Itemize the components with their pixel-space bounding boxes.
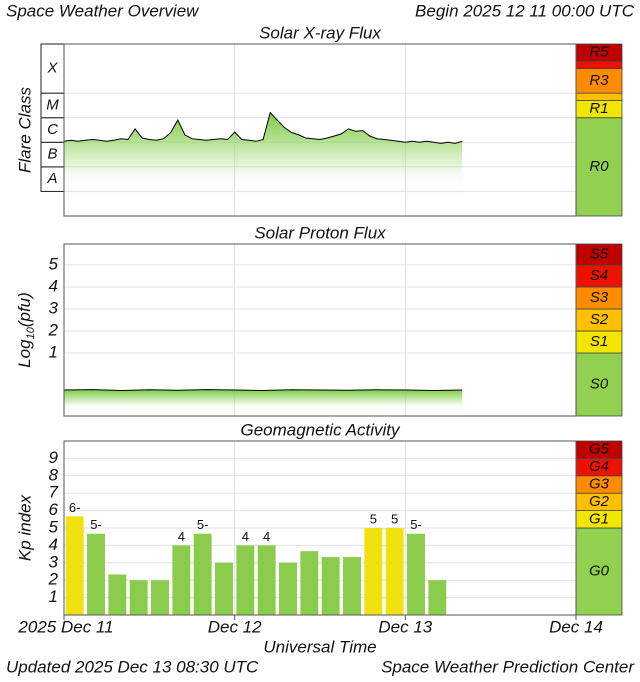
y-axis-label: Flare Class bbox=[15, 87, 34, 173]
scale-box bbox=[575, 60, 623, 69]
bar-label: 5- bbox=[197, 517, 209, 532]
y-tick-label: 8 bbox=[49, 465, 59, 484]
scale-label: S2 bbox=[590, 311, 609, 328]
line bbox=[63, 389, 463, 392]
plot-frame bbox=[63, 440, 577, 616]
bar bbox=[129, 580, 148, 615]
page-title: Space Weather Overview bbox=[6, 1, 200, 20]
updated-time: Updated 2025 Dec 13 08:30 UTC bbox=[6, 657, 259, 676]
bar bbox=[343, 557, 361, 615]
scale-label: G2 bbox=[589, 493, 610, 510]
bar bbox=[407, 533, 425, 615]
bar bbox=[279, 562, 297, 615]
bar-label: 5 bbox=[370, 511, 377, 526]
y-axis-label-part: Log bbox=[15, 339, 34, 368]
bar bbox=[364, 528, 383, 615]
area bbox=[64, 389, 463, 416]
bar bbox=[300, 551, 319, 615]
scale-label: S0 bbox=[590, 375, 609, 392]
scale-label: S5 bbox=[590, 245, 609, 262]
bar bbox=[428, 580, 447, 615]
y-axis-label: Log10(pfu) bbox=[15, 292, 36, 368]
y-tick-label: 3 bbox=[49, 552, 59, 571]
scale-label: R1 bbox=[589, 100, 608, 117]
y-tick-label: 4 bbox=[49, 535, 58, 554]
class-label: M bbox=[46, 96, 59, 113]
bar bbox=[65, 516, 84, 615]
y-tick-label: 5 bbox=[49, 254, 59, 273]
panel-title: Solar X-ray Flux bbox=[259, 23, 381, 42]
scale-label: G5 bbox=[589, 441, 610, 458]
bar bbox=[215, 562, 233, 615]
y-axis-label-part: (pfu) bbox=[15, 292, 34, 327]
scale-label: R3 bbox=[589, 72, 609, 89]
y-tick-label: 5 bbox=[49, 517, 59, 536]
bar bbox=[87, 533, 105, 615]
panel-title: Solar Proton Flux bbox=[254, 223, 386, 242]
x-tick-label: 2025 Dec 11 bbox=[17, 617, 113, 636]
class-label: B bbox=[47, 146, 57, 163]
area bbox=[64, 112, 463, 216]
scale-box bbox=[575, 352, 623, 417]
scale-label: R5 bbox=[589, 44, 609, 61]
class-label: C bbox=[47, 121, 58, 138]
bar bbox=[172, 545, 191, 615]
bar-label: 6- bbox=[69, 500, 81, 515]
x-axis-label: Universal Time bbox=[263, 637, 376, 656]
scale-label: S3 bbox=[590, 289, 609, 306]
y-tick-label: 2 bbox=[48, 570, 59, 589]
y-tick-label: 7 bbox=[49, 483, 59, 502]
y-tick-label: 3 bbox=[49, 298, 59, 317]
bar bbox=[385, 528, 404, 615]
class-label: X bbox=[46, 60, 58, 77]
begin-time: Begin 2025 12 11 00:00 UTC bbox=[415, 1, 635, 20]
bar bbox=[257, 545, 276, 615]
y-tick-label: 2 bbox=[48, 320, 59, 339]
scale-box bbox=[575, 527, 623, 616]
bar-label: 5- bbox=[90, 517, 102, 532]
bar bbox=[108, 574, 127, 615]
scale-label: G4 bbox=[589, 458, 609, 475]
x-tick-label: Dec 12 bbox=[208, 617, 262, 636]
y-tick-label: 9 bbox=[49, 448, 59, 467]
plot-area bbox=[64, 244, 576, 416]
x-tick-label: Dec 14 bbox=[549, 617, 603, 636]
bar bbox=[151, 580, 169, 615]
scale-label: G3 bbox=[589, 475, 610, 492]
scale-box bbox=[575, 68, 623, 94]
bar-label: 4 bbox=[263, 529, 270, 544]
plot-frame bbox=[63, 43, 577, 217]
scale-label: G0 bbox=[589, 562, 610, 579]
scale-label: G1 bbox=[589, 510, 609, 527]
scale-box bbox=[575, 92, 623, 101]
y-axis-label-sub: 10 bbox=[25, 326, 37, 339]
x-tick-label: Dec 13 bbox=[378, 617, 432, 636]
y-axis-label: Kp index bbox=[15, 494, 34, 561]
bar-label: 5- bbox=[410, 517, 422, 532]
bar-label: 4 bbox=[178, 529, 185, 544]
scale-label: R0 bbox=[589, 158, 609, 175]
bar bbox=[193, 533, 212, 615]
source: Space Weather Prediction Center bbox=[381, 657, 635, 676]
line bbox=[63, 111, 463, 144]
bar bbox=[236, 545, 255, 615]
bar-label: 4 bbox=[242, 529, 249, 544]
panel-title: Geomagnetic Activity bbox=[240, 420, 401, 439]
scale-label: S1 bbox=[590, 333, 608, 350]
y-tick-label: 1 bbox=[49, 587, 58, 606]
y-tick-label: 6 bbox=[49, 500, 59, 519]
plot-frame bbox=[63, 243, 577, 417]
bar-label: 5 bbox=[391, 511, 398, 526]
class-label: A bbox=[46, 170, 57, 187]
y-tick-label: 4 bbox=[49, 276, 58, 295]
scale-label: S4 bbox=[590, 267, 608, 284]
y-tick-label: 1 bbox=[49, 342, 58, 361]
bar bbox=[321, 557, 340, 615]
